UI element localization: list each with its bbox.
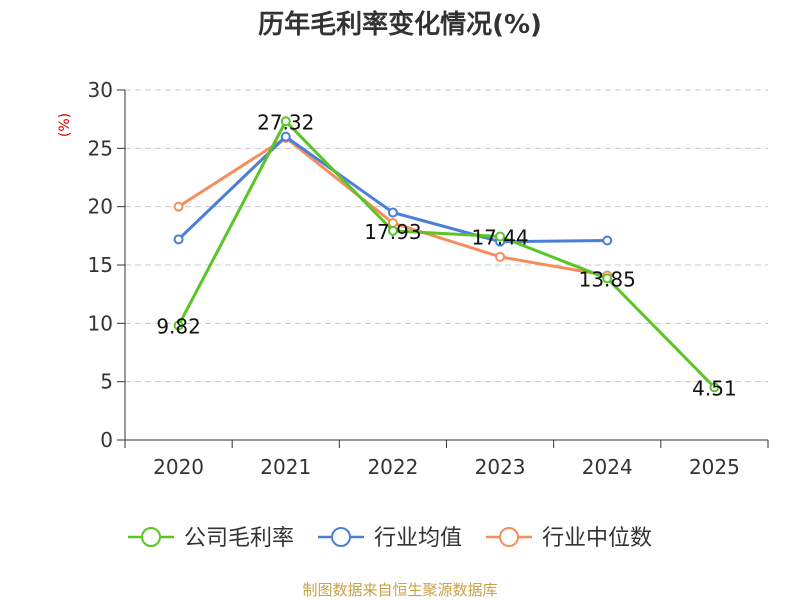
data-label: 9.82 (156, 314, 201, 338)
legend-label: 行业均值 (374, 526, 462, 551)
y-tick-label: 10 (88, 311, 113, 335)
legend-label: 公司毛利率 (184, 526, 294, 551)
data-label: 13.85 (579, 267, 636, 291)
series-line-1 (177, 119, 716, 389)
data-point (173, 201, 184, 212)
data-point (280, 116, 291, 127)
data-label: 27.32 (257, 110, 314, 134)
data-source-note: 制图数据来自恒生聚源数据库 (302, 581, 497, 599)
x-tick-label: 2025 (689, 455, 740, 479)
legend-item: 行业中位数 (486, 526, 652, 551)
data-point (602, 235, 613, 246)
y-tick-label: 5 (100, 370, 113, 394)
legend: 公司毛利率 行业均值 行业中位数 (128, 526, 652, 551)
legend-item: 行业均值 (318, 526, 462, 551)
grid-lines (125, 89, 768, 383)
x-tick-label: 2023 (475, 455, 526, 479)
legend-swatch-marker (499, 527, 519, 547)
x-tick-label: 2024 (582, 455, 633, 479)
y-tick-label: 20 (88, 195, 113, 219)
data-point (709, 382, 720, 393)
data-point (173, 320, 184, 331)
data-point (280, 131, 291, 142)
data-point (495, 251, 506, 262)
x-tick-label: 2021 (260, 455, 311, 479)
series-lines (173, 116, 720, 393)
data-label: 17.93 (364, 220, 421, 244)
y-axis-unit-label: (%) (57, 113, 73, 137)
data-label: 4.51 (692, 376, 737, 400)
x-tick-label: 2022 (367, 455, 418, 479)
x-tick-label: 2020 (153, 455, 204, 479)
y-tick-label: 0 (100, 428, 113, 452)
data-point (387, 207, 398, 218)
chart-title: 历年毛利率变化情况(%) (258, 9, 542, 40)
legend-label: 行业中位数 (542, 526, 652, 551)
data-point (387, 225, 398, 236)
data-point (173, 234, 184, 245)
data-point (602, 273, 613, 284)
y-tick-label: 30 (88, 78, 113, 102)
legend-item: 公司毛利率 (128, 526, 294, 551)
data-label: 17.44 (471, 226, 528, 250)
data-labels: 9.82 27.32 17.93 17.44 13.85 4.51 (156, 110, 736, 400)
y-tick-label: 25 (88, 136, 113, 160)
legend-swatch-marker (141, 527, 161, 547)
data-point (495, 231, 506, 242)
legend-swatch-marker (331, 527, 351, 547)
y-tick-label: 15 (88, 253, 113, 277)
